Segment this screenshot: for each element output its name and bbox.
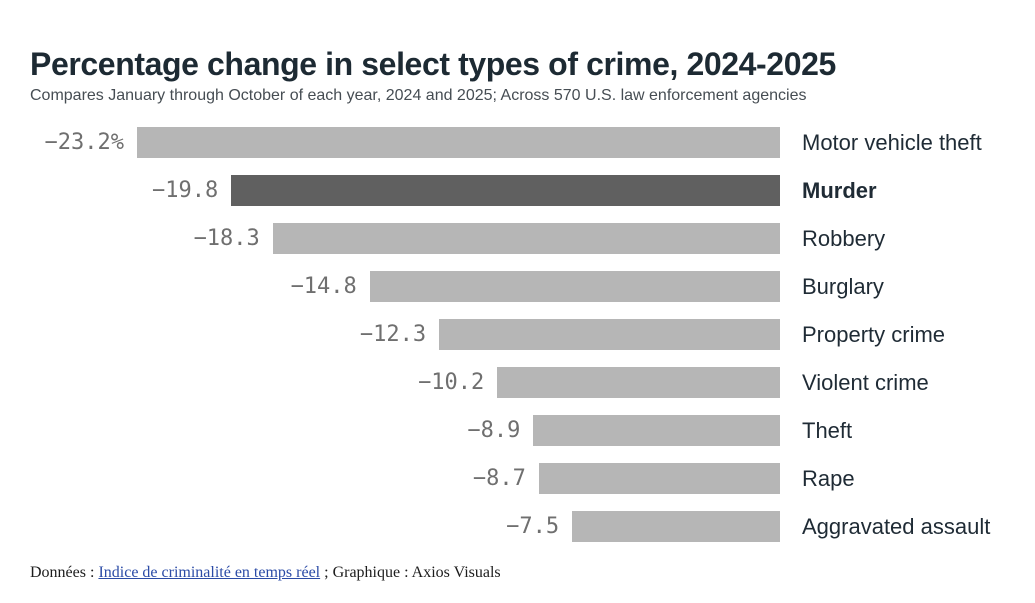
- bar-value-label: −12.3: [359, 322, 427, 347]
- bar-value-label: −8.9: [467, 418, 521, 443]
- category-label: Violent crime: [802, 370, 929, 395]
- chart-row: −19.8 Murder: [0, 175, 1035, 206]
- bar: [497, 367, 780, 398]
- source-link[interactable]: Indice de criminalité en temps réel: [98, 564, 321, 581]
- chart-row: −10.2 Violent crime: [0, 367, 1035, 398]
- chart-row: −23.2% Motor vehicle theft: [0, 127, 1035, 158]
- chart-row: −8.7 Rape: [0, 463, 1035, 494]
- bar-value-label: −23.2%: [44, 130, 124, 155]
- chart-row: −12.3 Property crime: [0, 319, 1035, 350]
- page-title: Percentage change in select types of cri…: [30, 46, 836, 83]
- category-label: Aggravated assault: [802, 514, 991, 539]
- bar-value-label: −10.2: [418, 370, 485, 395]
- bar: [272, 223, 780, 254]
- bar: [572, 511, 780, 542]
- bar-value-label: −18.3: [193, 226, 260, 251]
- credit-text: ; Graphique : Axios Visuals: [320, 564, 501, 581]
- category-label: Motor vehicle theft: [802, 130, 982, 155]
- bar: [137, 127, 780, 158]
- bar: [369, 271, 780, 302]
- bar: [538, 463, 780, 494]
- chart-row: −14.8 Burglary: [0, 271, 1035, 302]
- category-label: Robbery: [802, 226, 886, 251]
- category-label: Burglary: [802, 274, 884, 299]
- chart-subtitle: Compares January through October of each…: [30, 87, 807, 104]
- bar-value-label: −8.7: [472, 466, 526, 491]
- bar-value-label: −19.8: [151, 178, 219, 203]
- bar-highlight: [231, 175, 780, 206]
- chart-row: −7.5 Aggravated assault: [0, 511, 1035, 542]
- bar-value-label: −14.8: [290, 274, 357, 299]
- source-credit: Données : Indice de criminalité en temps…: [30, 562, 501, 583]
- source-prefix: Données :: [30, 564, 99, 581]
- category-label: Property crime: [802, 322, 946, 347]
- category-label: Murder: [802, 178, 877, 203]
- chart-row: −18.3 Robbery: [0, 223, 1035, 254]
- category-label: Rape: [802, 466, 855, 491]
- bar-value-label: −7.5: [506, 514, 560, 539]
- chart-row: −8.9 Theft: [0, 415, 1035, 446]
- bar: [533, 415, 780, 446]
- category-label: Theft: [802, 418, 853, 443]
- bar: [439, 319, 780, 350]
